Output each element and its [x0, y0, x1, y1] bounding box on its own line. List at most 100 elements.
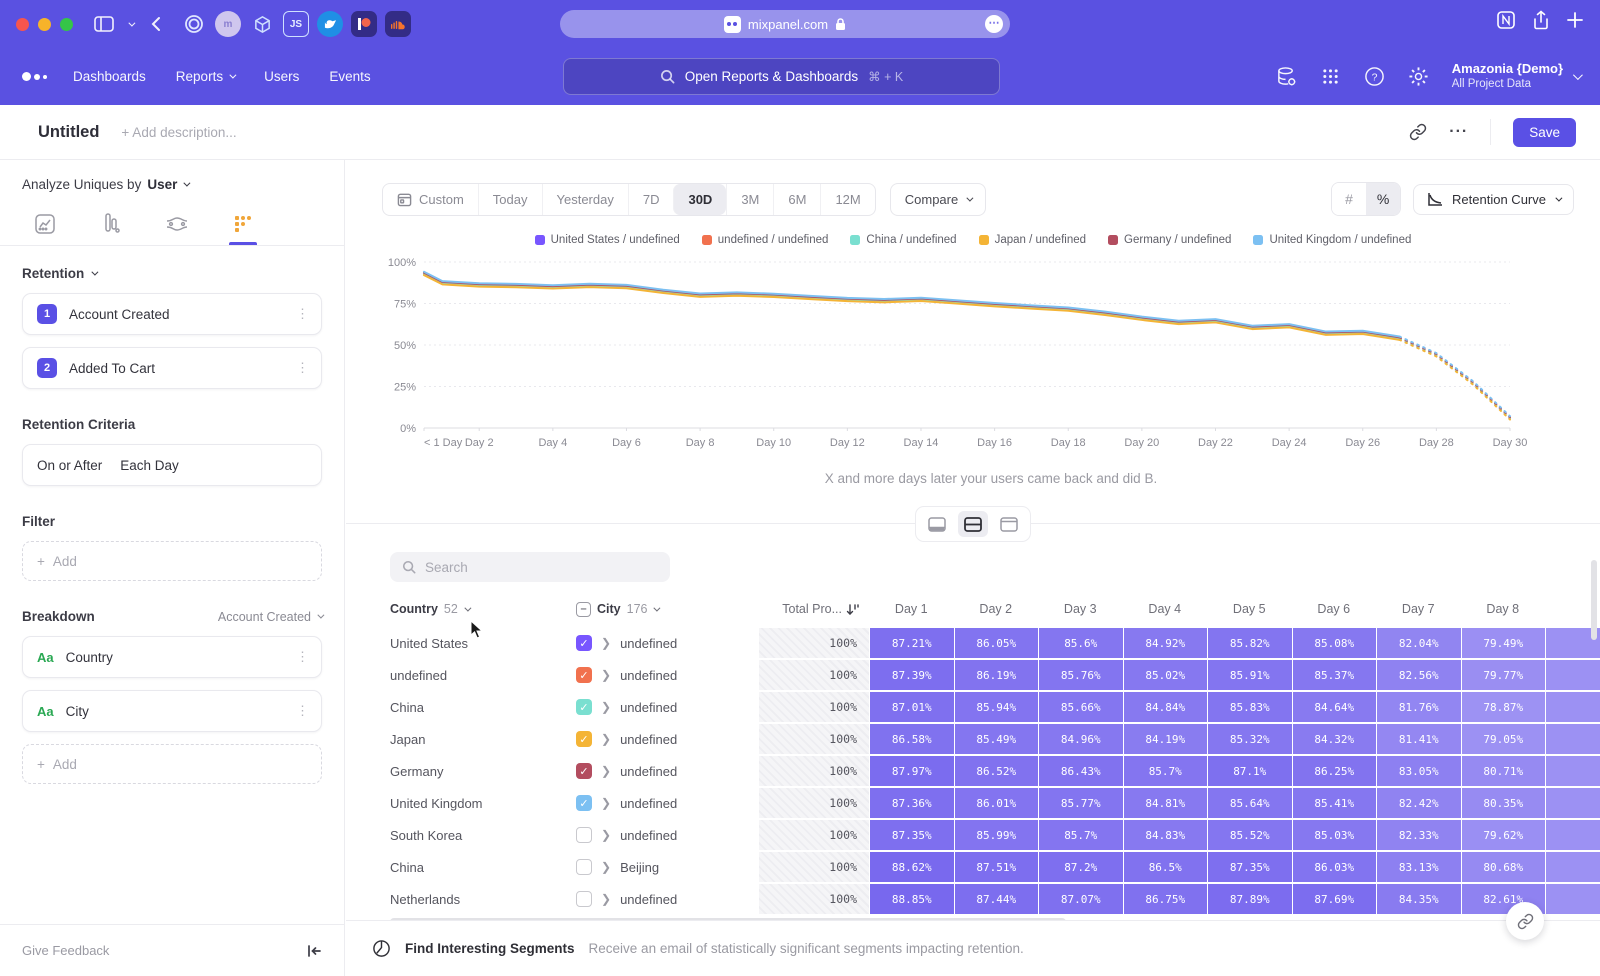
column-header-total[interactable]: Total Pro...	[759, 602, 869, 616]
vertical-scrollbar-thumb[interactable]	[1591, 560, 1597, 640]
kebab-menu-icon[interactable]: ⋮	[296, 649, 309, 665]
bird-icon[interactable]	[317, 11, 343, 37]
cube-icon[interactable]	[249, 11, 275, 37]
report-title[interactable]: Untitled	[38, 123, 99, 142]
column-header-day-4[interactable]: Day 4	[1123, 602, 1208, 616]
retention-section-label[interactable]: Retention	[22, 266, 84, 281]
absolute-values-button[interactable]: #	[1332, 183, 1366, 215]
row-visibility-checkbox[interactable]: ✓	[576, 635, 592, 651]
tab-insights[interactable]	[30, 210, 60, 245]
legend-item[interactable]: United Kingdom / undefined	[1253, 234, 1411, 246]
column-header-day-1[interactable]: Day 1	[869, 602, 954, 616]
expand-row-icon[interactable]: ❯	[601, 668, 611, 682]
range-3m[interactable]: 3M	[726, 184, 773, 215]
breakdown-item-city[interactable]: AaCity⋮	[22, 690, 322, 732]
row-visibility-checkbox[interactable]	[576, 859, 592, 875]
percent-values-button[interactable]: %	[1366, 183, 1400, 215]
chevron-down-icon[interactable]	[123, 11, 137, 37]
column-header-day-8[interactable]: Day 8	[1461, 602, 1546, 616]
js-icon[interactable]: JS	[283, 11, 309, 37]
row-visibility-checkbox[interactable]: ✓	[576, 795, 592, 811]
add-breakdown-button[interactable]: + Add	[22, 744, 322, 784]
range-yesterday[interactable]: Yesterday	[542, 184, 628, 215]
table-search-input[interactable]: Search	[390, 552, 670, 582]
legend-item[interactable]: Japan / undefined	[979, 234, 1086, 246]
chart-type-selector[interactable]: Retention Curve	[1413, 184, 1574, 215]
range-today[interactable]: Today	[478, 184, 542, 215]
legend-item[interactable]: Germany / undefined	[1108, 234, 1231, 246]
help-icon[interactable]: ?	[1364, 66, 1386, 88]
nav-item-events[interactable]: Events	[329, 69, 370, 84]
apps-grid-icon[interactable]	[1320, 66, 1342, 88]
range-6m[interactable]: 6M	[773, 184, 820, 215]
patreon-icon[interactable]	[351, 11, 377, 37]
close-window-button[interactable]	[16, 18, 29, 31]
column-header-day-6[interactable]: Day 6	[1292, 602, 1377, 616]
segments-title[interactable]: Find Interesting Segments	[405, 941, 575, 956]
segments-footer[interactable]: Find Interesting Segments Receive an ema…	[346, 920, 1600, 976]
project-switcher[interactable]: Amazonia {Demo} All Project Data	[1452, 61, 1580, 92]
column-header-city[interactable]: – City 176	[576, 602, 759, 617]
column-header-country[interactable]: Country 52	[390, 602, 576, 616]
breakdown-item-country[interactable]: AaCountry⋮	[22, 636, 322, 678]
range-12m[interactable]: 12M	[820, 184, 874, 215]
give-feedback-link[interactable]: Give Feedback	[22, 943, 109, 958]
select-all-checkbox[interactable]: –	[576, 602, 591, 617]
soundcloud-icon[interactable]	[385, 11, 411, 37]
nav-item-reports[interactable]: Reports	[176, 69, 234, 84]
layout-chart-only-button[interactable]	[922, 511, 952, 537]
column-header-day-7[interactable]: Day 7	[1376, 602, 1461, 616]
column-header-day-2[interactable]: Day 2	[954, 602, 1039, 616]
zoom-window-button[interactable]	[60, 18, 73, 31]
expand-row-icon[interactable]: ❯	[601, 732, 611, 746]
expand-row-icon[interactable]: ❯	[601, 796, 611, 810]
kebab-menu-icon[interactable]: ⋮	[296, 703, 309, 719]
row-visibility-checkbox[interactable]: ✓	[576, 667, 592, 683]
m-avatar-icon[interactable]: m	[215, 11, 241, 37]
row-visibility-checkbox[interactable]: ✓	[576, 699, 592, 715]
add-filter-button[interactable]: + Add	[22, 541, 322, 581]
retention-criteria-card[interactable]: On or After Each Day	[22, 444, 322, 486]
mixpanel-logo[interactable]	[22, 72, 47, 81]
save-button[interactable]: Save	[1513, 118, 1576, 147]
legend-item[interactable]: undefined / undefined	[702, 234, 829, 246]
settings-gear-icon[interactable]	[1408, 66, 1430, 88]
expand-row-icon[interactable]: ❯	[601, 828, 611, 842]
expand-row-icon[interactable]: ❯	[601, 860, 611, 874]
row-visibility-checkbox[interactable]	[576, 891, 592, 907]
column-header-day-3[interactable]: Day 3	[1038, 602, 1123, 616]
add-description-field[interactable]: + Add description...	[121, 125, 236, 140]
notion-icon[interactable]	[1496, 10, 1516, 30]
range-custom[interactable]: Custom	[383, 184, 478, 215]
sidebar-toggle-icon[interactable]	[91, 11, 117, 37]
compare-button[interactable]: Compare	[890, 183, 986, 216]
new-tab-icon[interactable]	[1566, 11, 1584, 29]
expand-row-icon[interactable]: ❯	[601, 764, 611, 778]
tab-retention[interactable]	[228, 210, 258, 245]
tab-flows[interactable]	[162, 210, 192, 245]
analyze-value[interactable]: User	[147, 177, 177, 192]
retention-step-added-to-cart[interactable]: 2Added To Cart⋮	[22, 347, 322, 389]
criteria-type[interactable]: On or After	[37, 458, 102, 473]
minimize-window-button[interactable]	[38, 18, 51, 31]
tab-funnels[interactable]	[96, 210, 126, 245]
nav-item-dashboards[interactable]: Dashboards	[73, 69, 146, 84]
back-icon[interactable]	[143, 11, 169, 37]
nav-item-users[interactable]: Users	[264, 69, 299, 84]
row-visibility-checkbox[interactable]: ✓	[576, 731, 592, 747]
layout-table-only-button[interactable]	[994, 511, 1024, 537]
row-visibility-checkbox[interactable]	[576, 827, 592, 843]
column-header-day-5[interactable]: Day 5	[1207, 602, 1292, 616]
retention-step-account-created[interactable]: 1Account Created⋮	[22, 293, 322, 335]
expand-row-icon[interactable]: ❯	[601, 892, 611, 906]
layout-split-button[interactable]	[958, 511, 988, 537]
site-options-icon[interactable]: ⋯	[985, 15, 1003, 33]
legend-item[interactable]: China / undefined	[850, 234, 956, 246]
breakdown-event-selector[interactable]: Account Created	[218, 610, 322, 624]
expand-row-icon[interactable]: ❯	[601, 636, 611, 650]
criteria-interval[interactable]: Each Day	[120, 458, 179, 473]
kebab-menu-icon[interactable]: ⋮	[296, 360, 309, 376]
address-bar[interactable]: mixpanel.com ⋯	[560, 10, 1010, 38]
global-search[interactable]: Open Reports & Dashboards ⌘ + K	[563, 58, 1000, 95]
row-visibility-checkbox[interactable]: ✓	[576, 763, 592, 779]
